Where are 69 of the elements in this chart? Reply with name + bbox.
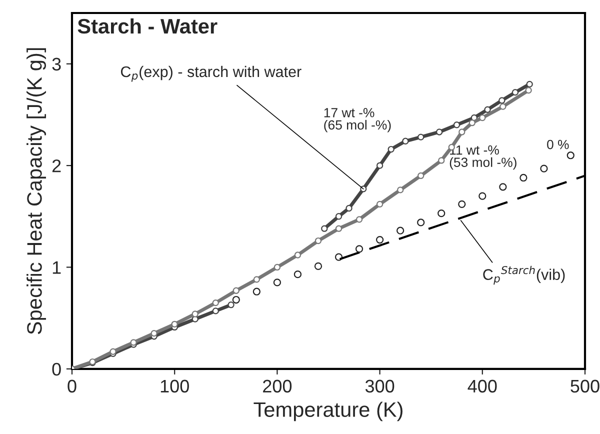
y-tick-label: 0 bbox=[52, 362, 61, 376]
x-tick-label: 0 bbox=[68, 380, 76, 393]
point bbox=[388, 146, 394, 153]
point bbox=[355, 245, 364, 253]
x-axis-title: Temperature (K) bbox=[254, 402, 402, 422]
point bbox=[294, 252, 302, 258]
point bbox=[418, 134, 424, 140]
chart-title: Starch - Water bbox=[78, 18, 218, 34]
point bbox=[402, 138, 409, 144]
point bbox=[274, 264, 281, 271]
x-tick-label: 500 bbox=[570, 380, 600, 393]
point bbox=[228, 302, 234, 308]
y-tick-label: 1 bbox=[52, 261, 61, 274]
point bbox=[478, 192, 486, 200]
point bbox=[335, 225, 342, 232]
point bbox=[212, 308, 219, 314]
x-tick-label: 100 bbox=[160, 380, 189, 393]
point bbox=[540, 164, 548, 172]
point bbox=[417, 218, 425, 226]
point bbox=[499, 183, 507, 191]
x-tick-label: 400 bbox=[468, 380, 497, 393]
point bbox=[192, 310, 198, 318]
series-label: 0 % bbox=[547, 140, 569, 150]
point bbox=[314, 262, 322, 270]
point bbox=[438, 210, 446, 218]
point bbox=[376, 162, 384, 169]
point bbox=[232, 287, 240, 294]
point bbox=[566, 152, 574, 160]
point bbox=[376, 236, 384, 244]
point bbox=[360, 186, 367, 192]
point bbox=[232, 296, 240, 304]
point bbox=[253, 276, 260, 283]
point bbox=[498, 97, 506, 104]
point bbox=[479, 114, 486, 122]
point bbox=[171, 320, 178, 328]
y-tick-label: 2 bbox=[52, 159, 61, 172]
point bbox=[525, 86, 532, 94]
point bbox=[294, 270, 302, 278]
point bbox=[458, 128, 466, 136]
point bbox=[346, 204, 352, 212]
annotation: C$_{p}$$^{Starch}$(vib) bbox=[483, 266, 565, 285]
point bbox=[436, 128, 443, 136]
point bbox=[453, 122, 460, 128]
point bbox=[526, 80, 533, 88]
point bbox=[512, 89, 519, 96]
point bbox=[376, 200, 384, 208]
point bbox=[418, 172, 424, 180]
point bbox=[484, 106, 491, 113]
x-tick-label: 300 bbox=[365, 380, 394, 393]
point bbox=[468, 120, 476, 126]
series-label: 17 wt -% (65 mol -%) bbox=[324, 108, 391, 132]
y-tick-label: 3 bbox=[52, 58, 61, 71]
point bbox=[314, 237, 322, 244]
point bbox=[335, 213, 342, 220]
annotation: C$_{p}$(exp) - starch with water bbox=[121, 66, 302, 82]
point bbox=[356, 216, 363, 223]
point bbox=[273, 278, 282, 286]
point bbox=[396, 186, 404, 194]
point bbox=[438, 157, 445, 164]
point bbox=[150, 330, 158, 337]
x-tick-label: 200 bbox=[263, 380, 292, 393]
point bbox=[252, 288, 260, 296]
point bbox=[520, 174, 528, 182]
point bbox=[321, 225, 328, 232]
y-axis-title: Specific Heat Capacity [J/(K g)] bbox=[26, 48, 46, 334]
point bbox=[212, 299, 219, 306]
point bbox=[396, 226, 404, 234]
point bbox=[458, 200, 466, 208]
point bbox=[500, 103, 506, 110]
